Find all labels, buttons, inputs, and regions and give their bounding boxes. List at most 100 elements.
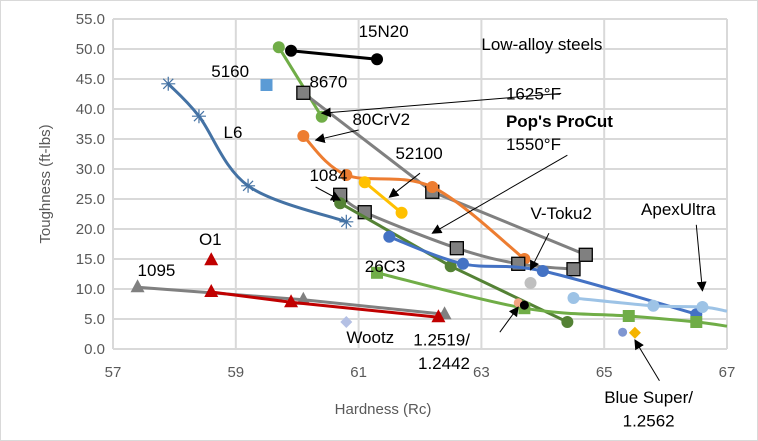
data-point (444, 260, 457, 273)
annotation-arrow (530, 232, 550, 271)
series-52100 (358, 176, 408, 219)
data-point (334, 197, 347, 210)
data-point (284, 294, 299, 308)
data-point (696, 301, 709, 313)
data-point (449, 241, 464, 256)
data-point (296, 85, 311, 100)
data-point (524, 277, 537, 289)
annotation-label: Low-alloy steels (481, 35, 602, 54)
data-point (371, 266, 384, 279)
y-tick-label: 15.0 (76, 251, 105, 268)
y-tick-labels: 0.0 5.0 10.0 15.0 20.0 25.0 30.0 35.0 40.0 45.0 50… (76, 11, 105, 358)
y-tick-label: 45.0 (76, 71, 105, 88)
y-axis-title: Toughness (ft-lbs) (37, 124, 54, 243)
annotation-arrow (695, 224, 707, 292)
series-o1 (204, 284, 446, 323)
data-point (260, 79, 273, 91)
x-axis-title: Hardness (Rc) (335, 401, 432, 418)
y-tick-label: 55.0 (76, 11, 105, 28)
data-point (561, 316, 574, 328)
data-point (161, 76, 176, 91)
annotation-arrow (431, 154, 568, 234)
annotation-label: 1.2442 (418, 354, 470, 373)
y-tick-label: 10.0 (76, 281, 105, 298)
x-tick-label: 65 (596, 364, 613, 381)
x-tick-label: 57 (105, 364, 122, 381)
annotation-label: 15N20 (359, 22, 409, 41)
annotation-label: ApexUltra (641, 200, 716, 219)
annotation-label: 1095 (138, 261, 176, 280)
series-15n20 (285, 44, 384, 66)
data-point (296, 291, 311, 305)
annotation-label: 1.2519/ (413, 330, 470, 349)
data-point (285, 44, 298, 57)
annotation-arrow (320, 92, 562, 118)
series-blue-super (618, 327, 628, 337)
series-line (302, 134, 526, 261)
series-o1-extra (204, 252, 219, 266)
data-point (622, 310, 635, 322)
x-tick-label: 63 (473, 364, 490, 381)
data-point (340, 316, 353, 328)
annotation-label: 26C3 (365, 257, 406, 276)
annotation-label: Blue Super/ (604, 388, 693, 407)
series-l6 (161, 76, 354, 229)
annotation-label: V-Toku2 (531, 204, 592, 223)
series-line (167, 82, 347, 224)
data-point (566, 262, 581, 277)
y-tick-label: 5.0 (84, 311, 105, 328)
y-tick-label: 25.0 (76, 191, 105, 208)
data-point (130, 279, 145, 293)
data-point (456, 257, 469, 270)
series-1-2442 (519, 300, 529, 310)
annotation-label: 5160 (211, 62, 249, 81)
series-v-toku2 (524, 277, 537, 289)
annotation-label: 1550°F (506, 135, 561, 154)
annotation-arrow (314, 129, 359, 143)
annotation-label: 1.2562 (623, 411, 675, 430)
annotation-arrow (315, 186, 342, 201)
data-point (272, 41, 285, 54)
data-point (383, 230, 396, 243)
data-point (340, 169, 353, 181)
x-tick-label: 59 (227, 364, 244, 381)
data-point (371, 53, 384, 66)
annotation-label: L6 (224, 123, 243, 142)
series-line (573, 296, 728, 313)
x-tick-label: 61 (350, 364, 367, 381)
series-80crv2 (297, 130, 531, 265)
annotation-label: Wootz (346, 328, 394, 347)
series-line (388, 235, 697, 316)
data-point (536, 265, 549, 277)
arrows-layer (314, 92, 707, 382)
data-point (647, 299, 660, 312)
data-point (358, 176, 371, 189)
annotation-label: 52100 (395, 144, 442, 163)
y-tick-label: 50.0 (76, 41, 105, 58)
data-point (578, 247, 593, 262)
y-tick-label: 30.0 (76, 161, 105, 178)
data-point (431, 309, 446, 323)
annotation-label: 80CrV2 (352, 110, 410, 129)
data-point (241, 178, 256, 193)
annotation-arrow (388, 172, 421, 198)
y-tick-label: 40.0 (76, 101, 105, 118)
series-1-2562 (628, 326, 641, 339)
series-line (290, 49, 378, 61)
x-tick-label: 67 (719, 364, 736, 381)
annotations-layer: 15N20 Low-alloy steels 5160 8670 1625°F 80CrV… (138, 22, 717, 430)
gridlines (112, 18, 728, 350)
series-line (363, 181, 403, 214)
data-point (628, 326, 641, 339)
y-tick-label: 0.0 (84, 341, 105, 358)
data-point (204, 252, 219, 266)
series-5160 (260, 79, 273, 91)
annotation-arrow (634, 339, 660, 382)
data-point (567, 292, 580, 304)
y-tick-label: 20.0 (76, 221, 105, 238)
annotation-label: 1084 (309, 166, 347, 185)
data-point (204, 284, 219, 297)
data-point (191, 109, 206, 124)
